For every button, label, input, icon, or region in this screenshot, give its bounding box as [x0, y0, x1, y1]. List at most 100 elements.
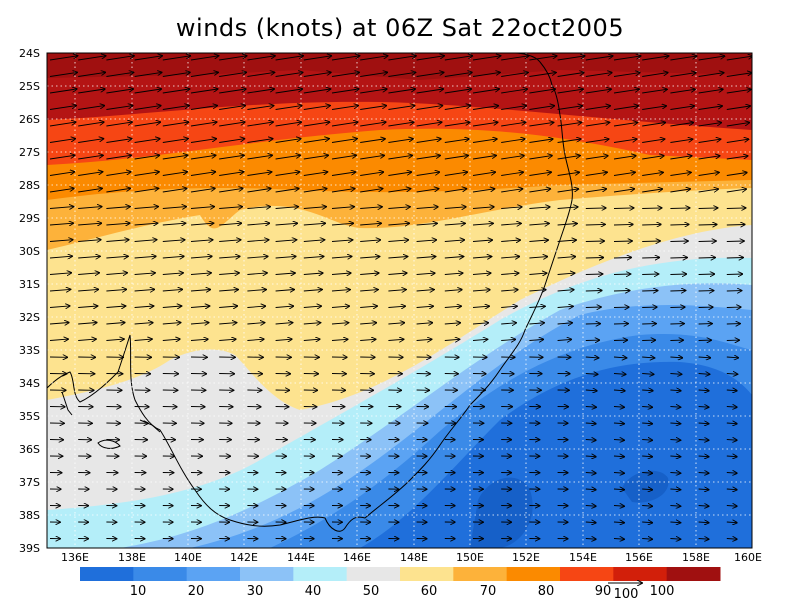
wind-arrow	[416, 156, 440, 160]
wind-arrow	[162, 188, 187, 193]
wind-arrow	[529, 56, 556, 61]
wind-arrow	[501, 156, 524, 160]
lat-label: 35S	[19, 410, 40, 423]
lat-label: 39S	[19, 542, 40, 555]
wind-arrow	[726, 456, 737, 457]
wind-arrow	[472, 172, 495, 176]
wind-arrow	[585, 172, 607, 176]
colorbar-swatch	[80, 567, 134, 581]
wind-arrow	[134, 72, 162, 77]
wind-arrow	[247, 122, 273, 127]
wind-arrow	[613, 156, 636, 160]
colorbar-label: 80	[538, 584, 555, 599]
wind-arrow	[331, 106, 358, 110]
wind-arrow	[585, 89, 611, 94]
wind-arrow	[49, 256, 72, 258]
wind-arrow	[162, 172, 187, 176]
wind-arrow	[416, 139, 441, 143]
wind-arrow	[331, 290, 350, 291]
wind-arrow	[698, 172, 719, 176]
wind-arrow	[190, 122, 217, 127]
wind-arrow	[303, 207, 326, 209]
wind-arrow	[275, 256, 296, 258]
wind-arrow	[49, 56, 78, 61]
wind-arrow	[613, 89, 639, 94]
wind-arrow	[49, 207, 74, 209]
wind-arrow	[388, 106, 414, 110]
wind-arrow	[303, 256, 324, 258]
wind-arrow	[698, 73, 724, 77]
wind-arrow	[444, 189, 467, 193]
wind-arrow	[726, 274, 743, 275]
wind-arrow	[106, 223, 129, 225]
wind-arrow	[585, 506, 596, 507]
wind-arrow	[134, 223, 158, 225]
wind-arrow	[444, 223, 465, 225]
wind-arrow	[275, 189, 299, 193]
wind-arrow	[416, 56, 445, 61]
wind-arrow	[529, 207, 549, 209]
wind-arrow	[472, 240, 492, 242]
coastline	[47, 53, 573, 532]
wind-arrow	[134, 56, 163, 61]
wind-arrow	[416, 306, 434, 307]
wind-arrow	[726, 539, 737, 540]
wind-arrow	[557, 122, 582, 127]
wind-arrow	[162, 289, 182, 291]
colorbar-swatch	[240, 567, 294, 581]
wind-arrow	[585, 73, 612, 77]
wind-arrow	[190, 89, 218, 94]
colorbar-swatch	[346, 567, 401, 581]
wind-arrow	[388, 189, 410, 193]
wind-arrow	[360, 56, 388, 61]
wind-arrow	[726, 506, 737, 507]
wind-arrow	[247, 339, 263, 340]
wind-arrow	[698, 208, 718, 209]
wind-arrow	[360, 207, 382, 209]
wind-arrow	[275, 155, 301, 160]
wind-arrow	[557, 339, 572, 340]
wind-arrow	[360, 155, 384, 160]
colorbar-label: 90	[595, 584, 612, 599]
wind-arrow	[331, 89, 359, 94]
wind-arrow	[219, 139, 244, 143]
wind-arrow	[670, 56, 696, 61]
wind-arrow	[670, 374, 681, 375]
wind-arrow	[303, 56, 332, 61]
wind-arrow	[585, 241, 604, 242]
wind-arrow	[388, 306, 405, 307]
wind-arrow	[360, 106, 386, 110]
wind-arrow	[642, 539, 652, 540]
lon-label: 148E	[400, 551, 428, 564]
wind-arrow	[360, 72, 387, 77]
wind-arrow	[360, 273, 379, 275]
wind-arrow	[219, 339, 236, 340]
wind-arrow	[416, 207, 438, 209]
wind-arrow	[190, 139, 216, 143]
wind-arrow	[416, 339, 432, 340]
wind-arrow	[529, 89, 555, 94]
wind-arrow	[303, 172, 328, 176]
wind-arrow	[219, 290, 238, 292]
wind-arrow	[303, 306, 321, 307]
wind-arrow	[613, 274, 630, 275]
wind-arrow	[585, 407, 596, 408]
wind-arrow	[134, 207, 159, 209]
wind-arrow	[726, 390, 737, 391]
colorbar-swatch	[453, 567, 508, 581]
wind-arrow	[726, 374, 738, 375]
wind-arrow	[416, 72, 444, 77]
map-frame	[46, 52, 753, 549]
lat-label: 24S	[19, 47, 40, 60]
wind-arrow	[134, 172, 159, 176]
wind-arrow	[642, 73, 668, 77]
wind-arrow	[49, 339, 68, 340]
wind-arrow	[698, 56, 725, 61]
wind-arrow	[557, 156, 580, 160]
wind-arrow	[275, 122, 302, 127]
wind-arrow	[134, 339, 152, 340]
wind-arrow	[501, 273, 518, 274]
wind-arrow	[360, 189, 382, 193]
wind-arrow	[642, 156, 664, 160]
